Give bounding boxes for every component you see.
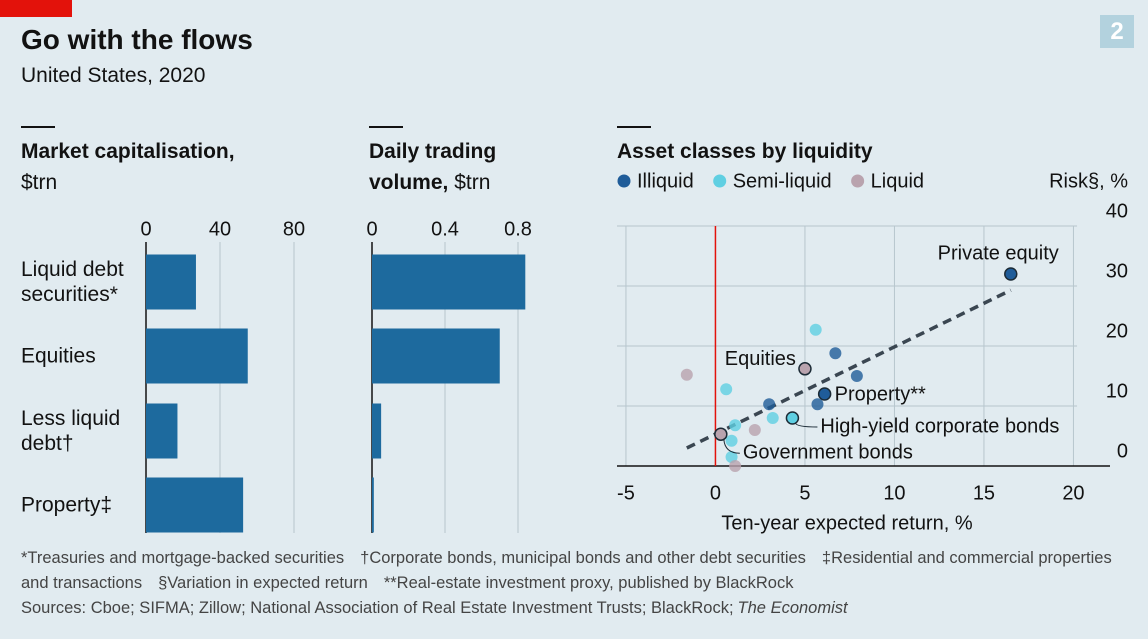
legend-label: Illiquid — [637, 170, 694, 192]
x-tick-label: 0 — [140, 218, 151, 240]
scatter-point — [785, 411, 800, 425]
x-tick-label: 0.8 — [504, 218, 532, 240]
title: Go with the flows — [21, 24, 253, 55]
scatter-point — [1004, 267, 1018, 281]
leader-line — [723, 439, 740, 454]
scatter-point — [725, 434, 738, 447]
scatter-point — [766, 412, 779, 424]
scatter-point — [748, 424, 761, 436]
scatter-point — [798, 362, 812, 376]
panel-title: Asset classes by liquidity — [617, 136, 1017, 167]
point-label: Private equity — [938, 242, 1059, 264]
bar — [146, 254, 196, 310]
bar — [372, 403, 382, 459]
x-tick-label: 0 — [366, 218, 377, 240]
footnotes: *Treasuries and mortgage-backed securiti… — [21, 546, 1131, 621]
point-label: Property** — [835, 383, 926, 405]
bar — [372, 477, 374, 533]
scatter-point — [729, 419, 742, 432]
x-tick-label: 10 — [883, 482, 905, 504]
subtitle: United States, 2020 — [21, 64, 206, 87]
y-tick-label: 20 — [1106, 320, 1128, 342]
footnote: **Real-estate investment proxy, publishe… — [383, 574, 794, 592]
scatter-point — [729, 460, 742, 472]
red-tag — [0, 0, 72, 17]
scatter-point — [680, 368, 693, 381]
footnote-list: *Treasuries and mortgage-backed securiti… — [21, 546, 1131, 596]
scatter-point — [817, 387, 832, 401]
source-text: Sources: Cboe; SIFMA; Zillow; National A… — [21, 599, 734, 617]
panel-title: Market capitalisation, $trn — [21, 136, 281, 198]
source: Sources: Cboe; SIFMA; Zillow; National A… — [21, 596, 1131, 621]
panel-title: Daily trading volume, $trn — [369, 136, 544, 198]
legend-label: Semi-liquid — [733, 170, 832, 192]
point-label: Equities — [725, 348, 796, 370]
panel-unit: $trn — [454, 171, 491, 194]
scatter-point — [763, 398, 776, 411]
x-tick-label: 80 — [283, 218, 305, 240]
footnote: §Variation in expected return — [158, 574, 368, 592]
x-tick-label: 0.4 — [431, 218, 459, 240]
scatter-point — [725, 451, 738, 463]
legend-label: Liquid — [871, 170, 924, 192]
leader-line — [794, 422, 818, 428]
y-tick-label: 30 — [1106, 260, 1128, 282]
source-publication: The Economist — [737, 599, 848, 617]
category-label: Equities — [21, 344, 96, 368]
y-tick-label: 10 — [1106, 380, 1128, 402]
x-tick-label: 0 — [710, 482, 721, 504]
x-tick-label: -5 — [617, 482, 635, 504]
bar — [146, 328, 248, 384]
category-label: Liquid debt securities* — [21, 258, 124, 306]
scatter-point — [850, 370, 863, 382]
bar — [372, 328, 500, 384]
chart-number: 2 — [1100, 15, 1134, 48]
x-axis-title: Ten-year expected return, % — [721, 512, 972, 534]
y-tick-label: 0 — [1117, 440, 1128, 462]
category-label: Less liquid debt† — [21, 407, 121, 455]
trend-line — [686, 288, 1012, 450]
legend-marker — [713, 174, 727, 188]
footnote: †Corporate bonds, municipal bonds and ot… — [360, 549, 806, 567]
panel-title-text: Asset classes by liquidity — [617, 140, 873, 163]
x-tick-label: 20 — [1062, 482, 1084, 504]
bar — [146, 477, 244, 533]
bar — [146, 403, 178, 459]
x-tick-label: 40 — [209, 218, 231, 240]
scatter-point — [720, 383, 733, 396]
x-tick-label: 5 — [799, 482, 810, 504]
legend-marker — [851, 174, 865, 188]
panel-title-text: Market capitalisation, — [21, 140, 235, 163]
y-tick-label: 40 — [1106, 200, 1128, 222]
scatter-point — [811, 398, 824, 411]
scatter-point — [714, 427, 728, 441]
category-label: Property‡ — [21, 493, 113, 517]
scatter-point — [809, 323, 822, 336]
panel-unit: $trn — [21, 171, 58, 194]
legend-marker — [617, 174, 631, 188]
bar — [372, 254, 526, 310]
point-label: Government bonds — [743, 441, 913, 463]
footnote: *Treasuries and mortgage-backed securiti… — [21, 549, 345, 567]
panel-title-text: Daily trading volume, — [369, 140, 497, 194]
footnote: ‡Residential and commercial properties a… — [21, 549, 1112, 592]
y-axis-title: Risk§, % — [1049, 170, 1128, 192]
point-label: High-yield corporate bonds — [820, 415, 1059, 437]
x-tick-label: 15 — [973, 482, 995, 504]
scatter-point — [829, 347, 842, 360]
